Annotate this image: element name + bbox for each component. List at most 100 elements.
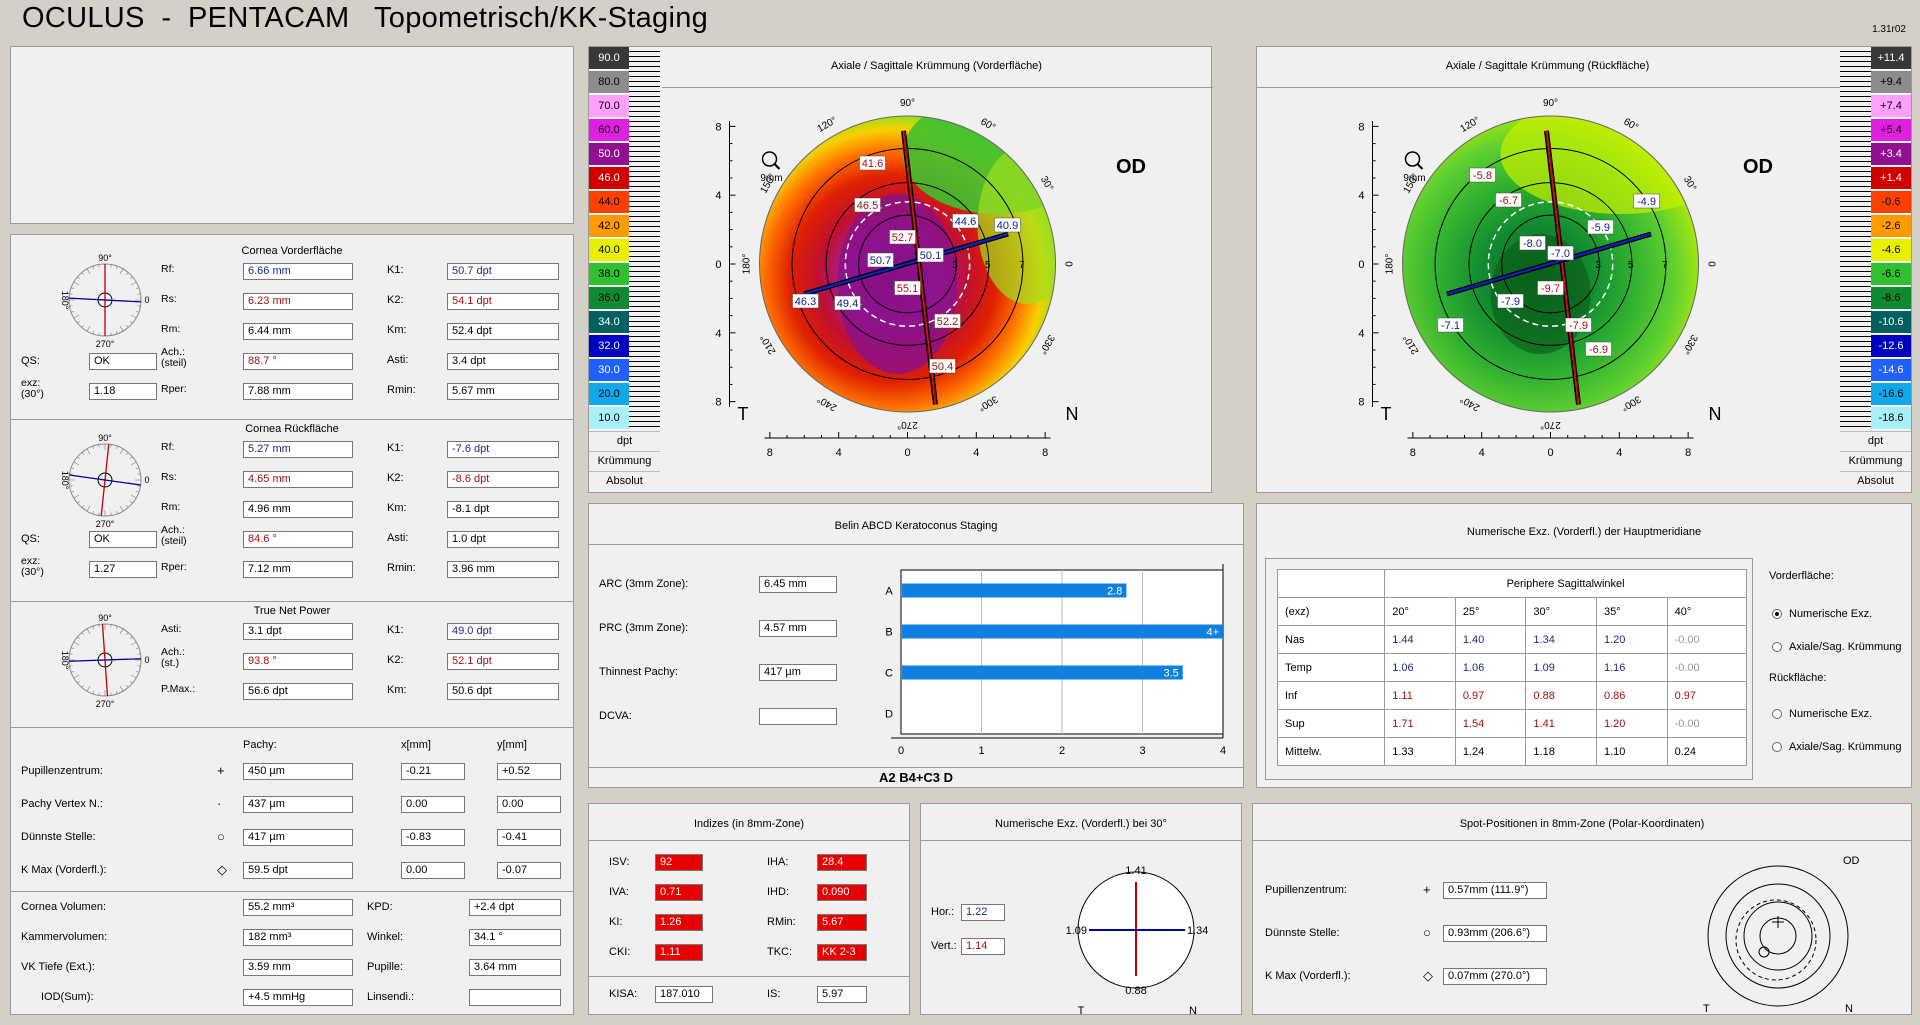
zoom-icon[interactable]: 9mm: [1403, 151, 1426, 184]
front-label-4: Rper:: [161, 383, 187, 395]
map2-y-tick: 8: [1358, 397, 1364, 409]
map1-scale-mode[interactable]: Krümmung: [589, 451, 660, 470]
map2-scale-mode[interactable]: Krümmung: [1840, 451, 1911, 470]
table-cell: 1.34: [1525, 625, 1597, 654]
map2-scale-step: -8.6: [1871, 287, 1911, 310]
belin-value-2: 417 µm: [759, 664, 837, 681]
map1-scale-unit[interactable]: dpt: [589, 431, 660, 450]
cross-label-bottom: 0.88: [1125, 985, 1146, 997]
axis-label-180: 180°: [60, 291, 70, 310]
back-label2-0: K1:: [387, 442, 404, 454]
map1-x-tick: 0: [904, 447, 910, 459]
back-curvature-map-panel[interactable]: +11.4 +9.4 +7.4 +5.4 +3.4 +1.4 -0.6 -2.6 -4.6 -6.…: [1256, 46, 1912, 493]
table-cell: -0.00: [1666, 625, 1748, 654]
map2-topography-map[interactable]: 3 5 790°60°30°0330°300°270°240°210°180°150…: [1257, 89, 1840, 489]
spot-value-2: 0.07mm (270.0°): [1443, 968, 1547, 985]
map2-scale-unit[interactable]: dpt: [1840, 431, 1911, 450]
axis-label-180: 180°: [60, 471, 70, 490]
map1-scale-step: 42.0: [589, 215, 629, 238]
spot-value-0: 0.57mm (111.9°): [1443, 882, 1547, 899]
map1-scale-abs[interactable]: Absolut: [589, 471, 660, 490]
index-value2-1: 0.090: [817, 884, 867, 901]
back-exz-label: exz: (30°): [21, 555, 44, 578]
map2-x-tick: 8: [1685, 447, 1691, 459]
tnp-label-0: Asti:: [161, 623, 182, 635]
table-cell: 0.97: [1454, 681, 1527, 710]
front-axis-diagram: 90° 270° 180° 0: [60, 253, 150, 349]
index-value-2: 1.26: [655, 914, 703, 931]
table-cell: 1.20: [1596, 625, 1668, 654]
index-label-0: ISV:: [609, 856, 630, 868]
belin-x-tick: 0: [898, 745, 904, 757]
map1-color-scale[interactable]: 90.0 80.0 70.0 60.0 50.0 46.0 44.0 42.0 40.0 38.0…: [589, 47, 660, 492]
map1-x-tick: 8: [767, 447, 773, 459]
map1-scale-step: 44.0: [589, 191, 629, 214]
map2-scale-abs[interactable]: Absolut: [1840, 471, 1911, 490]
map1-x-tick: 8: [1042, 447, 1048, 459]
pachy-value-2: 417 µm: [243, 829, 353, 846]
back-label-3: Ach.: (steil): [161, 524, 187, 547]
y-header: y[mm]: [497, 739, 527, 751]
pachy-y-0: +0.52: [497, 763, 561, 780]
cross-label-top: 1.41: [1125, 865, 1146, 877]
table-cell: 0.97: [1666, 681, 1748, 710]
pachy-value-0: 450 µm: [243, 763, 353, 780]
front-qs-value: OK: [89, 353, 157, 370]
index-value-0: 92: [655, 854, 703, 871]
map2-value-label: -5.8: [1473, 170, 1492, 182]
cross-label-N: N: [1189, 1005, 1197, 1017]
zoom-icon[interactable]: 9mm: [760, 151, 783, 184]
vert-value: 1.14: [961, 938, 1005, 955]
map2-temporal-label: T: [1381, 404, 1392, 424]
tnp-value2-1: 52.1 dpt: [447, 653, 559, 670]
radio-o3[interactable]: [1772, 709, 1782, 719]
front-label-2: Rm:: [161, 323, 181, 335]
axis-label-270: 270°: [96, 339, 115, 349]
volume-label-1: Kammervolumen:: [21, 931, 108, 943]
app-title: OCULUS - PENTACAM Topometrisch/KK-Stagin…: [22, 2, 709, 34]
belin-bar: [902, 583, 1127, 598]
table-header: 20°: [1384, 597, 1456, 626]
table-cell: 0.86: [1596, 681, 1668, 710]
belin-x-tick: 2: [1059, 745, 1065, 757]
map1-degree-label: 60°: [978, 116, 997, 133]
map1-value-label: 52.7: [892, 232, 913, 244]
radio-o1[interactable]: [1772, 609, 1782, 619]
front-value-2: 6.44 mm: [243, 323, 353, 340]
tnp-value-1: 93.8 °: [243, 653, 353, 670]
radio-o2[interactable]: [1772, 642, 1782, 652]
back-options-label: Rückfläche:: [1769, 672, 1827, 684]
map2-scale-step: +11.4: [1871, 47, 1911, 70]
map1-nasal-label: N: [1066, 404, 1079, 424]
tnp-value-0: 3.1 dpt: [243, 623, 353, 640]
axis-label-270: 270°: [96, 519, 115, 529]
belin-label-3: DCVA:: [599, 710, 632, 722]
tnp-label-1: Ach.: (st.): [161, 646, 185, 669]
pachy-row-symbol-0: +: [217, 763, 225, 778]
belin-bar: [902, 624, 1223, 639]
map2-degree-label: 270°: [1540, 419, 1561, 430]
map1-y-tick: 8: [715, 397, 721, 409]
front-curvature-map-panel[interactable]: 90.0 80.0 70.0 60.0 50.0 46.0 44.0 42.0 40.0 38.0…: [588, 46, 1213, 493]
indices-panel: Indizes (in 8mm-Zone) ISV: 92 IHA: 28.4 IVA: 0…: [588, 803, 910, 1015]
front-value2-1: 54.1 dpt: [447, 293, 559, 310]
map1-scale-step: 90.0: [589, 47, 629, 70]
map1-ring-label: 7: [1019, 260, 1025, 271]
back-value-3: 84.6 °: [243, 531, 353, 548]
front-value2-3: 3.4 dpt: [447, 353, 559, 370]
numexz-title: Numerische Exz. (Vorderfl.) der Hauptmer…: [1466, 526, 1702, 538]
map2-color-scale[interactable]: +11.4 +9.4 +7.4 +5.4 +3.4 +1.4 -0.6 -2.6 -4.6 -6.…: [1840, 47, 1911, 492]
axis-label-180: 180°: [60, 651, 70, 670]
radio-o4[interactable]: [1772, 742, 1782, 752]
map1-value-label: 50.7: [870, 255, 891, 267]
table-cell: 1.16: [1596, 653, 1668, 682]
cross-label-left: 1.09: [1066, 925, 1087, 937]
map1-degree-label: 330°: [1037, 333, 1057, 356]
map1-topography-map[interactable]: 3 5 790°60°30°0330°300°270°240°210°180°150…: [662, 89, 1213, 489]
row-label: Temp: [1276, 653, 1386, 682]
map1-ring-label: 5: [985, 260, 991, 271]
hor-label: Hor.:: [931, 906, 955, 918]
index-label2-2: RMin:: [767, 916, 796, 928]
tnp-label2-1: K2:: [387, 654, 404, 666]
map1-eye-label: OD: [1116, 156, 1146, 178]
